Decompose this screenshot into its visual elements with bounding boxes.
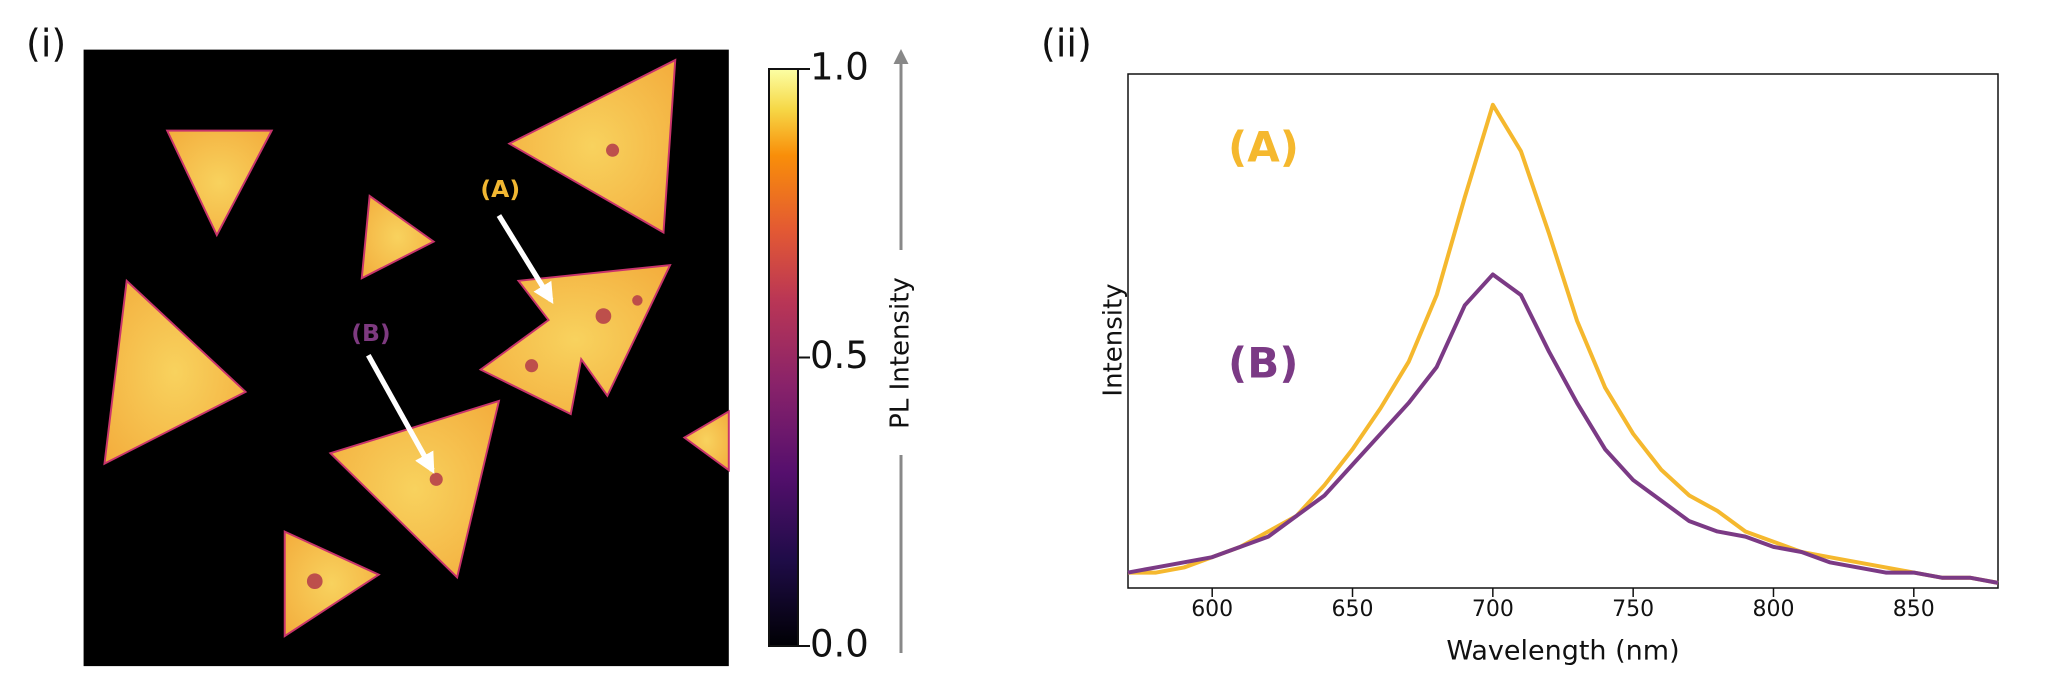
flake (682, 409, 730, 473)
colorbar-tick-label: 1.0 (810, 46, 869, 89)
x-tick-label: 700 (1472, 597, 1514, 622)
x-tick-label: 650 (1332, 597, 1374, 622)
flake (165, 129, 274, 238)
arrow (496, 214, 554, 304)
colorbar-tick-label: 0.0 (810, 623, 869, 666)
flake (478, 263, 672, 416)
flake (507, 58, 677, 235)
panel-label: (ii) (1041, 22, 1092, 66)
x-tick-label: 850 (1893, 597, 1935, 622)
annotation: (B) (351, 319, 390, 347)
series-line (1127, 272, 1999, 585)
flake (360, 194, 436, 280)
defect (525, 359, 539, 373)
panel-label: (i) (26, 22, 66, 66)
arrow (366, 353, 435, 474)
legend-label: (A) (1228, 123, 1299, 172)
plot-frame (1127, 73, 1999, 589)
pl-map: (A) (B) (83, 49, 730, 667)
defect (429, 472, 443, 486)
x-axis-label: Wavelength (nm) (1446, 636, 1679, 667)
defect (306, 573, 323, 590)
defect (632, 295, 643, 306)
flake (328, 399, 501, 580)
x-tick-label: 600 (1191, 597, 1233, 622)
colorbar-tick-label: 0.5 (810, 334, 869, 377)
defect (595, 308, 612, 324)
colorbar-label: PL Intensity (886, 277, 916, 429)
x-tick-label: 800 (1752, 597, 1794, 622)
colorbar (768, 68, 799, 647)
label-backdrop (885, 250, 917, 455)
annotation: (A) (480, 175, 520, 203)
series-line (1128, 102, 1999, 585)
flake (103, 278, 248, 466)
defect (606, 143, 620, 157)
y-axis-label: Intensity (1099, 283, 1129, 396)
x-tick-label: 750 (1612, 597, 1654, 622)
legend-label: (B) (1228, 339, 1298, 388)
flake (283, 530, 381, 638)
